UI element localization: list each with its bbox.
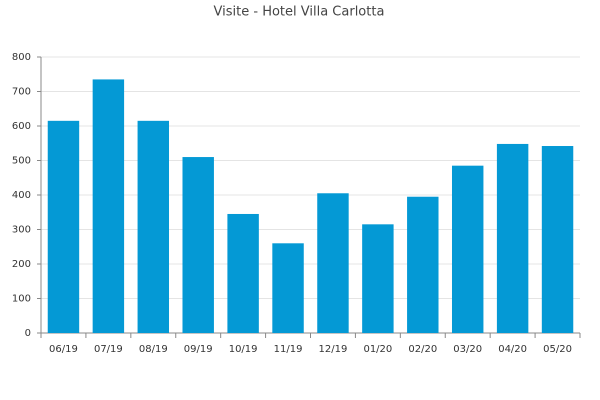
x-tick-label: 07/19: [94, 344, 123, 355]
x-tick-label: 05/20: [543, 344, 572, 355]
bar: [182, 157, 214, 333]
y-tick-label: 500: [12, 156, 31, 167]
x-tick-label: 12/19: [319, 344, 348, 355]
y-tick-label: 700: [12, 87, 31, 98]
y-tick-label: 800: [12, 52, 31, 63]
x-tick-label: 04/20: [498, 344, 527, 355]
y-tick-label: 100: [12, 294, 31, 305]
y-tick-label: 0: [25, 328, 31, 339]
x-tick-label: 06/19: [49, 344, 78, 355]
y-tick-label: 400: [12, 190, 31, 201]
bar: [137, 120, 170, 333]
bar: [227, 213, 259, 333]
bar: [47, 120, 80, 333]
bar: [92, 79, 125, 333]
bar: [407, 196, 439, 333]
x-tick-label: 01/20: [363, 344, 392, 355]
x-tick-label: 02/20: [408, 344, 437, 355]
bar: [541, 146, 574, 333]
x-tick-label: 08/19: [139, 344, 168, 355]
y-tick-label: 600: [12, 121, 31, 132]
x-tick-label: 10/19: [229, 344, 258, 355]
x-tick-label: 11/19: [274, 344, 303, 355]
bar: [451, 165, 484, 333]
bar: [317, 193, 349, 333]
bar: [496, 143, 529, 333]
y-tick-label: 300: [12, 225, 31, 236]
y-tick-label: 200: [12, 259, 31, 270]
chart-title: Visite - Hotel Villa Carlotta: [214, 5, 385, 20]
x-tick-label: 09/19: [184, 344, 213, 355]
bar: [272, 243, 304, 333]
bar: [362, 224, 394, 333]
x-tick-label: 03/20: [453, 344, 482, 355]
